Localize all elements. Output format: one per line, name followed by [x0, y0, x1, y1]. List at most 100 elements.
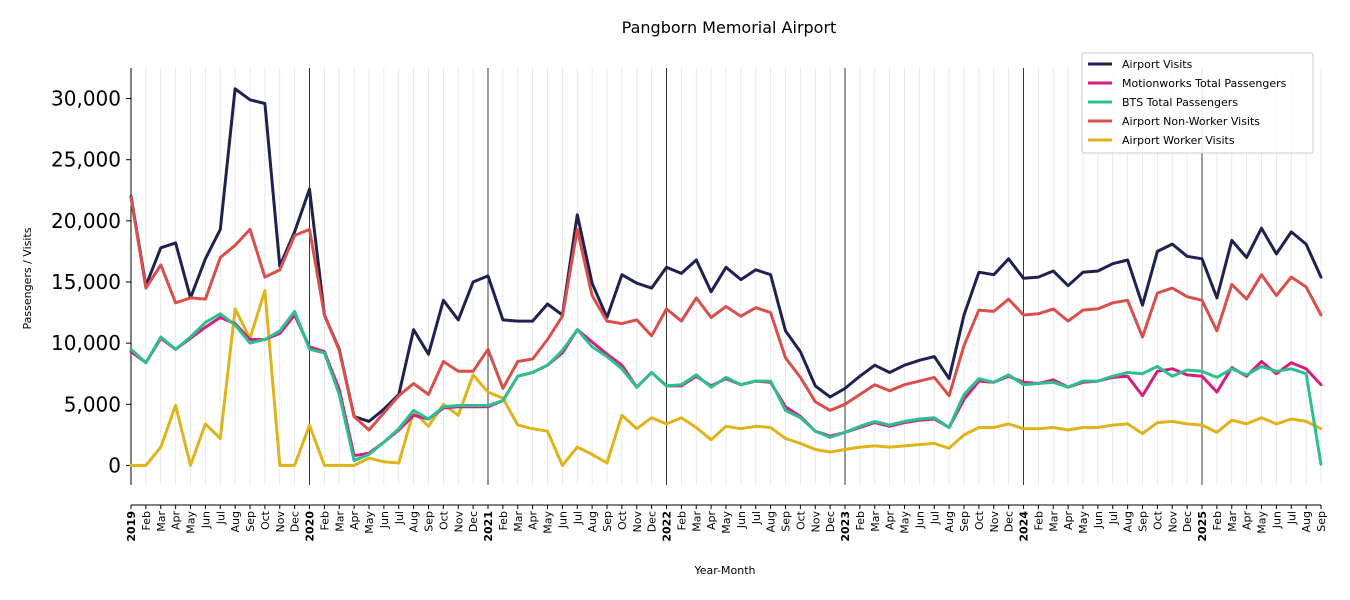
x-tick-label: Feb	[854, 511, 867, 530]
x-tick-label: Aug	[1122, 511, 1135, 532]
x-tick-label: 2020	[304, 511, 317, 542]
y-tick-label: 20,000	[51, 209, 121, 233]
x-tick-label: Jun	[1270, 511, 1283, 529]
y-tick-label: 30,000	[51, 87, 121, 111]
x-tick-label: Mar	[1047, 511, 1060, 532]
x-tick-label: May	[363, 511, 376, 534]
x-axis-label: Year-Month	[693, 564, 755, 577]
series-line-airport-worker-visits	[129, 289, 1323, 467]
x-tick-label: Apr	[527, 511, 540, 531]
x-tick-label: Mar	[1226, 511, 1239, 532]
y-tick-label: 10,000	[51, 331, 121, 355]
x-tick-label: Nov	[452, 511, 465, 533]
x-tick-label: Jun	[735, 511, 748, 529]
x-tick-label: Oct	[973, 510, 986, 530]
x-tick-label: Jul	[1107, 511, 1120, 525]
x-tick-label: Nov	[631, 511, 644, 533]
x-tick-label: Aug	[586, 511, 599, 532]
x-tick-label: Jun	[1092, 511, 1105, 529]
x-tick-label: Dec	[824, 511, 837, 532]
x-tick-label: Mar	[512, 511, 525, 532]
x-tick-label: 2024	[1018, 511, 1031, 542]
x-tick-label: Mar	[333, 511, 346, 532]
x-tick-label: Feb	[1211, 511, 1224, 530]
x-tick-label: Apr	[1062, 511, 1075, 531]
x-tick-label: Feb	[675, 511, 688, 530]
x-tick-label: 2022	[661, 511, 674, 542]
x-tick-label: Sep	[1137, 511, 1150, 532]
x-tick-label: Jul	[750, 511, 763, 525]
legend-box	[1081, 52, 1314, 154]
x-tick-label: Jul	[393, 511, 406, 525]
series-line-airport-non-worker-visits	[129, 196, 1323, 432]
legend-label: BTS Total Passengers	[1122, 96, 1238, 109]
x-tick-label: Dec	[1003, 511, 1016, 532]
x-tick-label: Mar	[155, 511, 168, 532]
x-tick-label: Nov	[274, 511, 287, 533]
legend-label: Motionworks Total Passengers	[1122, 77, 1287, 90]
x-tick-label: Oct	[437, 510, 450, 530]
y-tick-label: 25,000	[51, 148, 121, 172]
x-tick-label: Dec	[467, 511, 480, 532]
x-tick-label: Feb	[140, 511, 153, 530]
x-tick-label: Jun	[199, 511, 212, 529]
x-tick-label: Oct	[616, 510, 629, 530]
x-tick-label: Dec	[646, 511, 659, 532]
x-tick-label: Apr	[170, 511, 183, 531]
x-tick-label: 2019	[125, 511, 138, 542]
x-tick-label: Apr	[1241, 511, 1254, 531]
x-tick-label: May	[1077, 511, 1090, 534]
x-tick-label: Aug	[229, 511, 242, 532]
x-tick-label: May	[1256, 511, 1269, 534]
x-tick-label: Apr	[348, 511, 361, 531]
x-tick-label: Nov	[809, 511, 822, 533]
x-tick-label: Jul	[928, 511, 941, 525]
y-tick-label: 15,000	[51, 270, 121, 294]
legend-label: Airport Visits	[1122, 58, 1193, 71]
series-line-bts-total-passengers	[129, 309, 1323, 466]
x-tick-label: Apr	[884, 511, 897, 531]
x-tick-label: Aug	[943, 511, 956, 532]
x-tick-label: Sep	[244, 511, 257, 532]
x-tick-label: Feb	[318, 511, 331, 530]
legend-label: Airport Non-Worker Visits	[1122, 115, 1260, 128]
x-tick-label: Sep	[601, 511, 614, 532]
x-tick-label: Jun	[913, 511, 926, 529]
x-tick-label: Aug	[408, 511, 421, 532]
x-tick-label: Mar	[690, 511, 703, 532]
x-tick-label: Jul	[571, 511, 584, 525]
y-tick-label: 5,000	[64, 392, 121, 416]
y-tick-label: 0	[108, 453, 121, 477]
x-tick-label: Dec	[289, 511, 302, 532]
y-axis-label: Passengers / Visits	[21, 227, 34, 329]
x-tick-label: Feb	[1032, 511, 1045, 530]
x-tick-label: Aug	[1300, 511, 1313, 532]
x-tick-label: May	[720, 511, 733, 534]
x-tick-label: Nov	[1166, 511, 1179, 533]
x-tick-label: May	[899, 511, 912, 534]
x-tick-label: May	[185, 511, 198, 534]
x-tick-label: May	[542, 511, 555, 534]
x-tick-label: Apr	[705, 511, 718, 531]
x-tick-label: Sep	[423, 511, 436, 532]
x-tick-label: Jul	[214, 511, 227, 525]
x-tick-label: Dec	[1181, 511, 1194, 532]
x-tick-label: Mar	[869, 511, 882, 532]
x-tick-label: Jul	[1285, 511, 1298, 525]
x-tick-label: Feb	[497, 511, 510, 530]
x-tick-label: Jun	[378, 511, 391, 529]
x-tick-label: Sep	[780, 511, 793, 532]
x-tick-label: Sep	[1315, 511, 1328, 532]
x-tick-label: Oct	[794, 510, 807, 530]
x-tick-label: 2025	[1196, 511, 1209, 542]
x-tick-label: Oct	[1151, 510, 1164, 530]
x-tick-label: Nov	[988, 511, 1001, 533]
x-tick-label: 2021	[482, 511, 495, 542]
x-tick-label: Sep	[958, 511, 971, 532]
chart-title: Pangborn Memorial Airport	[621, 18, 837, 37]
x-tick-label: Oct	[259, 510, 272, 530]
x-tick-label: 2023	[839, 511, 852, 542]
legend-label: Airport Worker Visits	[1122, 134, 1235, 147]
